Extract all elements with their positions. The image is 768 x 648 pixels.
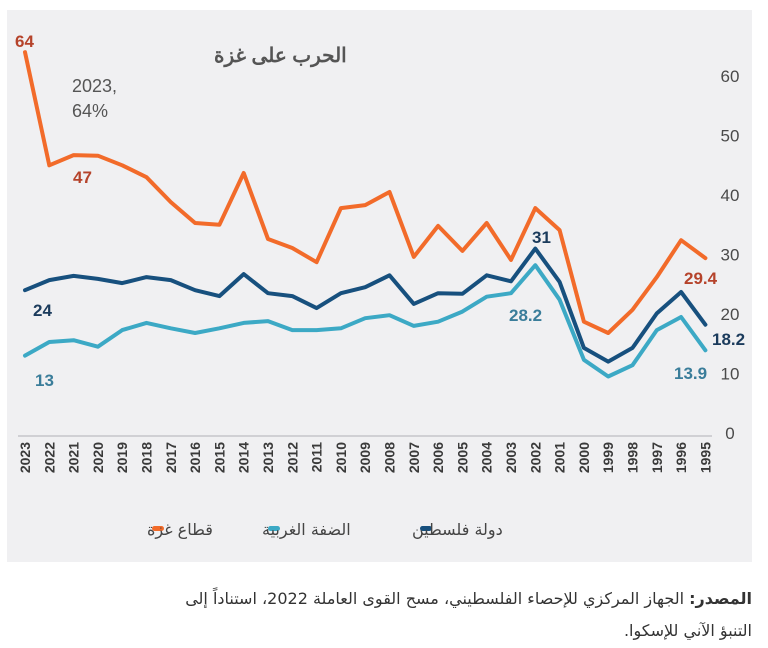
legend-swatch-gaza — [152, 526, 164, 531]
x-tick-label: 1996 — [673, 442, 689, 473]
label-wb-2002: 28.2 — [509, 306, 542, 325]
source-note: المصدر: الجهاز المركزي للإحصاء الفلسطيني… — [185, 586, 752, 641]
data-labels: 64 47 29.4 24 31 18.2 13 28.2 13.9 — [15, 32, 745, 390]
x-tick-label: 2004 — [479, 442, 495, 473]
x-tick-label: 1999 — [600, 442, 616, 473]
x-tick-label: 2005 — [454, 442, 470, 473]
label-wb-2023: 13 — [35, 371, 54, 390]
y-tick-label: 60 — [721, 67, 740, 86]
x-tick-label: 2019 — [114, 442, 130, 473]
series-lines — [23, 50, 708, 379]
annotation-title: الحرب على غزة — [214, 45, 347, 68]
legend: دولة فلسطين الضفة الغربية قطاع غزة — [147, 520, 503, 540]
legend-label-gaza: قطاع غزة — [147, 520, 213, 540]
x-tick-label: 2001 — [552, 442, 568, 473]
x-tick-label: 2003 — [503, 442, 519, 473]
y-tick-label: 20 — [721, 305, 740, 324]
legend-label-palestine: دولة فلسطين — [412, 520, 503, 540]
label-pal-2023: 24 — [33, 301, 52, 320]
source-text-1: الجهاز المركزي للإحصاء الفلسطيني، مسح ال… — [185, 586, 684, 609]
x-tick-label: 2012 — [284, 442, 300, 473]
annotation: الحرب على غزة 2023, 64% — [72, 45, 347, 121]
x-tick-label: 2017 — [163, 442, 179, 473]
y-tick-label: 0 — [725, 424, 734, 443]
x-tick-label: 2018 — [139, 442, 155, 473]
x-tick-label: 2011 — [309, 442, 325, 473]
x-tick-label: 1998 — [625, 442, 641, 473]
label-gaza-1995: 29.4 — [684, 269, 718, 288]
x-tick-label: 2016 — [187, 442, 203, 473]
x-tick-label: 2000 — [576, 442, 592, 473]
x-tick-label: 2021 — [66, 442, 82, 473]
source-line-2: التنبؤ الآني للإسكوا. — [624, 621, 752, 641]
y-axis: 0 10 20 30 40 50 60 — [721, 67, 740, 443]
legend-swatch-west-bank — [268, 526, 280, 531]
x-tick-label: 2020 — [90, 442, 106, 473]
x-tick-label: 2008 — [382, 442, 398, 473]
y-tick-label: 40 — [721, 186, 740, 205]
annotation-year: 2023, — [72, 76, 117, 96]
x-tick-label: 2007 — [406, 442, 422, 473]
annotation-value: 64% — [72, 101, 108, 121]
x-tick-label: 1995 — [697, 442, 713, 473]
label-gaza-2023: 64 — [15, 32, 34, 51]
source-line-1: المصدر: الجهاز المركزي للإحصاء الفلسطيني… — [185, 586, 752, 609]
x-axis: 2023 2022 2021 2020 2019 2018 2017 2016 2015 2014… — [17, 442, 713, 473]
label-pal-1995: 18.2 — [712, 330, 745, 349]
chart-panel — [7, 10, 752, 562]
x-tick-label: 2006 — [430, 442, 446, 473]
legend-swatch-palestine — [420, 526, 432, 531]
label-wb-1995: 13.9 — [674, 364, 707, 383]
x-tick-label: 2023 — [17, 442, 33, 473]
y-tick-label: 50 — [721, 127, 740, 146]
label-pal-2002: 31 — [532, 228, 551, 247]
x-tick-label: 2002 — [527, 442, 543, 473]
x-tick-label: 2013 — [260, 442, 276, 473]
y-tick-label: 30 — [721, 246, 740, 265]
source-prefix: المصدر: — [689, 589, 752, 608]
legend-label-west-bank: الضفة الغربية — [262, 520, 351, 540]
x-tick-label: 1997 — [649, 442, 665, 473]
x-tick-label: 2022 — [41, 442, 57, 473]
x-tick-label: 2015 — [211, 442, 227, 473]
x-tick-label: 2014 — [236, 442, 252, 473]
x-tick-label: 2009 — [357, 442, 373, 473]
label-gaza-2021: 47 — [73, 168, 92, 187]
x-tick-label: 2010 — [333, 442, 349, 473]
y-tick-label: 10 — [721, 365, 740, 384]
